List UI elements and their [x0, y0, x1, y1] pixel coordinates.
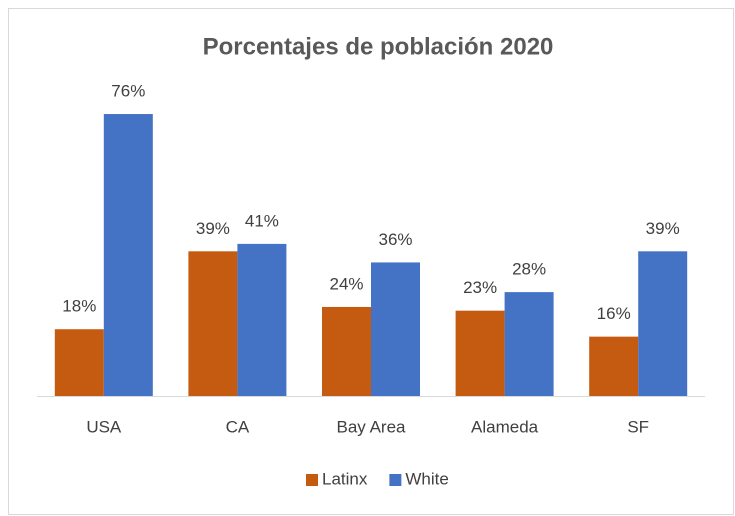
bar: [638, 251, 688, 396]
legend-label: White: [405, 469, 448, 488]
bar: [371, 262, 420, 396]
data-label: 18%: [62, 297, 96, 316]
x-tick-label: USA: [86, 417, 122, 436]
x-tick-label: Bay Area: [337, 417, 407, 436]
data-label: 39%: [646, 219, 680, 238]
bar: [455, 310, 505, 396]
legend-label: Latinx: [322, 469, 368, 488]
bar: [237, 243, 287, 396]
bar: [322, 306, 371, 396]
bar: [103, 114, 153, 396]
data-label: 76%: [111, 82, 145, 101]
data-label: 36%: [378, 230, 412, 249]
data-label: 23%: [463, 278, 497, 297]
bar: [188, 251, 238, 396]
data-label: 24%: [329, 274, 363, 293]
data-label: 16%: [597, 304, 631, 323]
bar: [504, 292, 554, 396]
data-label: 39%: [196, 219, 230, 238]
bar: [589, 336, 639, 396]
x-tick-label: CA: [226, 417, 250, 436]
legend-swatch: [306, 474, 318, 486]
bar: [54, 329, 104, 396]
x-tick-label: Alameda: [471, 417, 539, 436]
chart-title: Porcentajes de población 2020: [203, 33, 554, 60]
legend-swatch: [389, 474, 402, 486]
data-label: 28%: [512, 260, 546, 279]
x-tick-label: SF: [627, 417, 649, 436]
data-label: 41%: [245, 211, 279, 230]
